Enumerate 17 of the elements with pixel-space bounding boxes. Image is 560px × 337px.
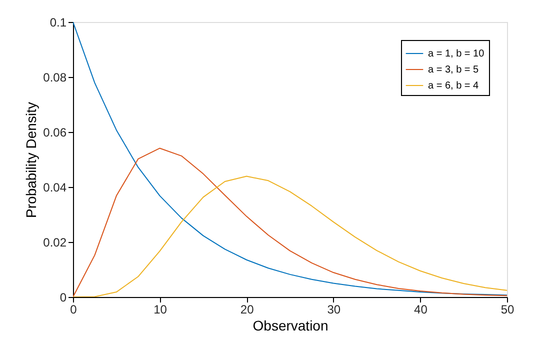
y-tick-label: 0.04 xyxy=(43,180,67,194)
legend-label: a = 3, b = 5 xyxy=(428,64,480,76)
legend-label: a = 6, b = 4 xyxy=(428,80,480,92)
x-tick-label: 10 xyxy=(154,302,168,316)
y-axis-title: Probability Density xyxy=(23,102,40,218)
y-tick-label: 0.1 xyxy=(50,16,67,30)
x-tick-label: 40 xyxy=(414,302,428,316)
x-tick-label: 30 xyxy=(327,302,341,316)
y-tick-label: 0.08 xyxy=(43,70,67,84)
x-tick-label: 50 xyxy=(500,302,514,316)
y-tick-label: 0 xyxy=(60,290,67,304)
legend-label: a = 1, b = 10 xyxy=(428,48,485,60)
y-tick-label: 0.02 xyxy=(43,236,67,250)
x-axis-title: Observation xyxy=(252,318,328,334)
x-tick-label: 0 xyxy=(70,302,78,316)
y-tick-label: 0.06 xyxy=(43,126,67,140)
x-tick-label: 20 xyxy=(240,302,254,316)
